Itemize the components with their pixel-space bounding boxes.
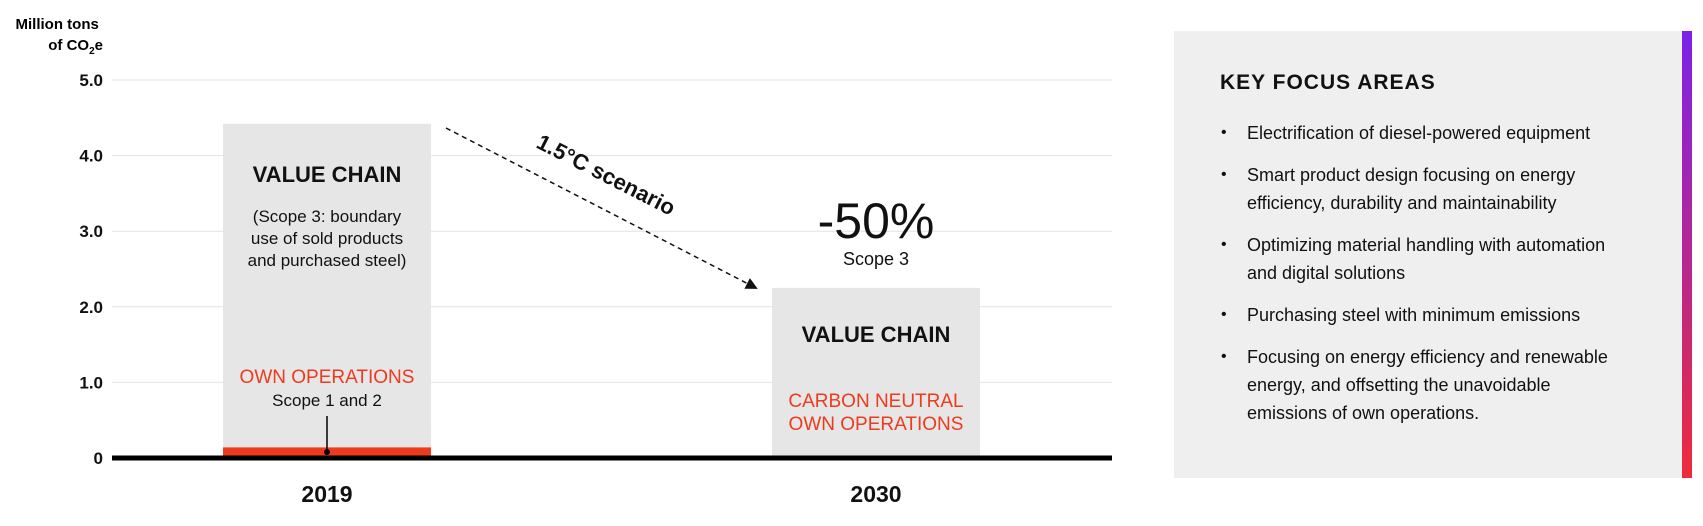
own-operations-title-2019: OWN OPERATIONS bbox=[240, 367, 415, 388]
y-axis-label-line2-prefix: of CO bbox=[48, 37, 89, 54]
reduction-scope: Scope 3 bbox=[843, 249, 909, 269]
focus-item: • Optimizing material handling with autom… bbox=[1220, 231, 1662, 287]
y-tick-labels: 0 1.0 2.0 3.0 4.0 5.0 bbox=[79, 71, 103, 468]
x-tick-label-2019: 2019 bbox=[301, 481, 352, 507]
own-operations-title-2030: CARBON NEUTRAL bbox=[788, 391, 963, 412]
y-tick-label: 5.0 bbox=[79, 71, 103, 90]
own-operations-detail-2019: Scope 1 and 2 bbox=[272, 391, 382, 410]
focus-item-line: Purchasing steel with minimum emissions bbox=[1247, 305, 1581, 325]
focus-item-line: Optimizing material handling with automa… bbox=[1247, 235, 1606, 255]
bar-detail-2019: and purchased steel) bbox=[248, 251, 407, 270]
focus-item-line: Smart product design focusing on energy bbox=[1247, 165, 1576, 185]
bullet-icon: • bbox=[1221, 236, 1227, 253]
focus-item: • Focusing on energy efficiency and renew… bbox=[1220, 343, 1662, 427]
y-tick-label: 0 bbox=[94, 449, 103, 468]
y-tick-label: 3.0 bbox=[79, 222, 103, 241]
accent-stripe bbox=[1682, 31, 1692, 478]
y-axis-label-line2-sub: 2 bbox=[89, 46, 95, 57]
scenario-arrow bbox=[445, 127, 758, 289]
bar-labels: VALUE CHAIN (Scope 3: boundary use of sold… bbox=[240, 162, 964, 455]
focus-item: • Smart product design focusing on energy… bbox=[1220, 161, 1662, 217]
bullet-icon: • bbox=[1221, 306, 1227, 323]
reduction-percent: -50% bbox=[818, 193, 935, 249]
x-tick-label-2030: 2030 bbox=[850, 481, 901, 507]
y-axis-label-line1: Million tons bbox=[16, 16, 99, 33]
focus-item-line: efficiency, durability and maintainabili… bbox=[1247, 193, 1557, 213]
bar-value-chain-2019 bbox=[223, 123, 431, 459]
x-tick-labels: 2019 2030 bbox=[301, 481, 901, 507]
focus-item-line: energy, and offsetting the unavoidable bbox=[1247, 375, 1551, 395]
bar-title-2019: VALUE CHAIN bbox=[253, 162, 402, 187]
emissions-chart: Million tons of CO2e 0 1.0 2.0 3.0 4.0 5.0 VA… bbox=[16, 16, 1112, 507]
bar-value-chain-2030 bbox=[772, 287, 980, 458]
focus-item-line: and digital solutions bbox=[1247, 263, 1406, 283]
key-focus-title: KEY FOCUS AREAS bbox=[1220, 71, 1436, 94]
focus-item-line: Electrification of diesel-powered equipm… bbox=[1247, 123, 1591, 143]
y-tick-label: 2.0 bbox=[79, 298, 103, 317]
bullet-icon: • bbox=[1221, 124, 1227, 141]
y-tick-label: 1.0 bbox=[79, 373, 103, 392]
focus-item: • Electrification of diesel-powered equip… bbox=[1220, 119, 1662, 147]
bar-title-2030: VALUE CHAIN bbox=[802, 322, 951, 347]
focus-item-line: emissions of own operations. bbox=[1247, 403, 1480, 423]
bar-detail-2019: use of sold products bbox=[251, 229, 403, 248]
key-focus-panel: KEY FOCUS AREAS • Electrification of dies… bbox=[1174, 31, 1692, 478]
bar-detail-2019: (Scope 3: boundary bbox=[253, 207, 402, 226]
y-tick-label: 4.0 bbox=[79, 147, 103, 166]
key-focus-list: • Electrification of diesel-powered equip… bbox=[1220, 119, 1662, 427]
bars bbox=[223, 123, 980, 459]
bullet-icon: • bbox=[1221, 166, 1227, 183]
focus-item: • Purchasing steel with minimum emissions bbox=[1220, 301, 1662, 329]
focus-item-line: Focusing on energy efficiency and renewa… bbox=[1247, 347, 1608, 367]
scenario-label: 1.5°C scenario bbox=[533, 129, 680, 220]
bullet-icon: • bbox=[1221, 348, 1227, 365]
y-axis-label: Million tons of CO2e bbox=[16, 16, 104, 57]
y-axis-label-line2-suffix: e bbox=[95, 37, 103, 54]
own-operations-title-2030: OWN OPERATIONS bbox=[789, 414, 964, 435]
own-operations-pointer-dot bbox=[324, 449, 330, 455]
